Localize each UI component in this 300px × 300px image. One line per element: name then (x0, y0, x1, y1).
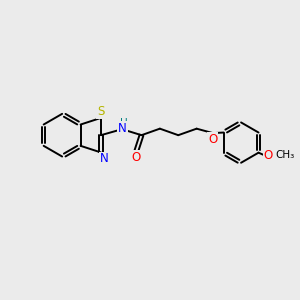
Text: O: O (264, 148, 273, 161)
Text: N: N (118, 122, 127, 135)
Text: O: O (208, 134, 218, 146)
Text: O: O (131, 151, 140, 164)
Text: N: N (100, 152, 109, 166)
Text: H: H (120, 118, 127, 128)
Text: CH₃: CH₃ (275, 150, 294, 160)
Text: S: S (97, 105, 105, 118)
